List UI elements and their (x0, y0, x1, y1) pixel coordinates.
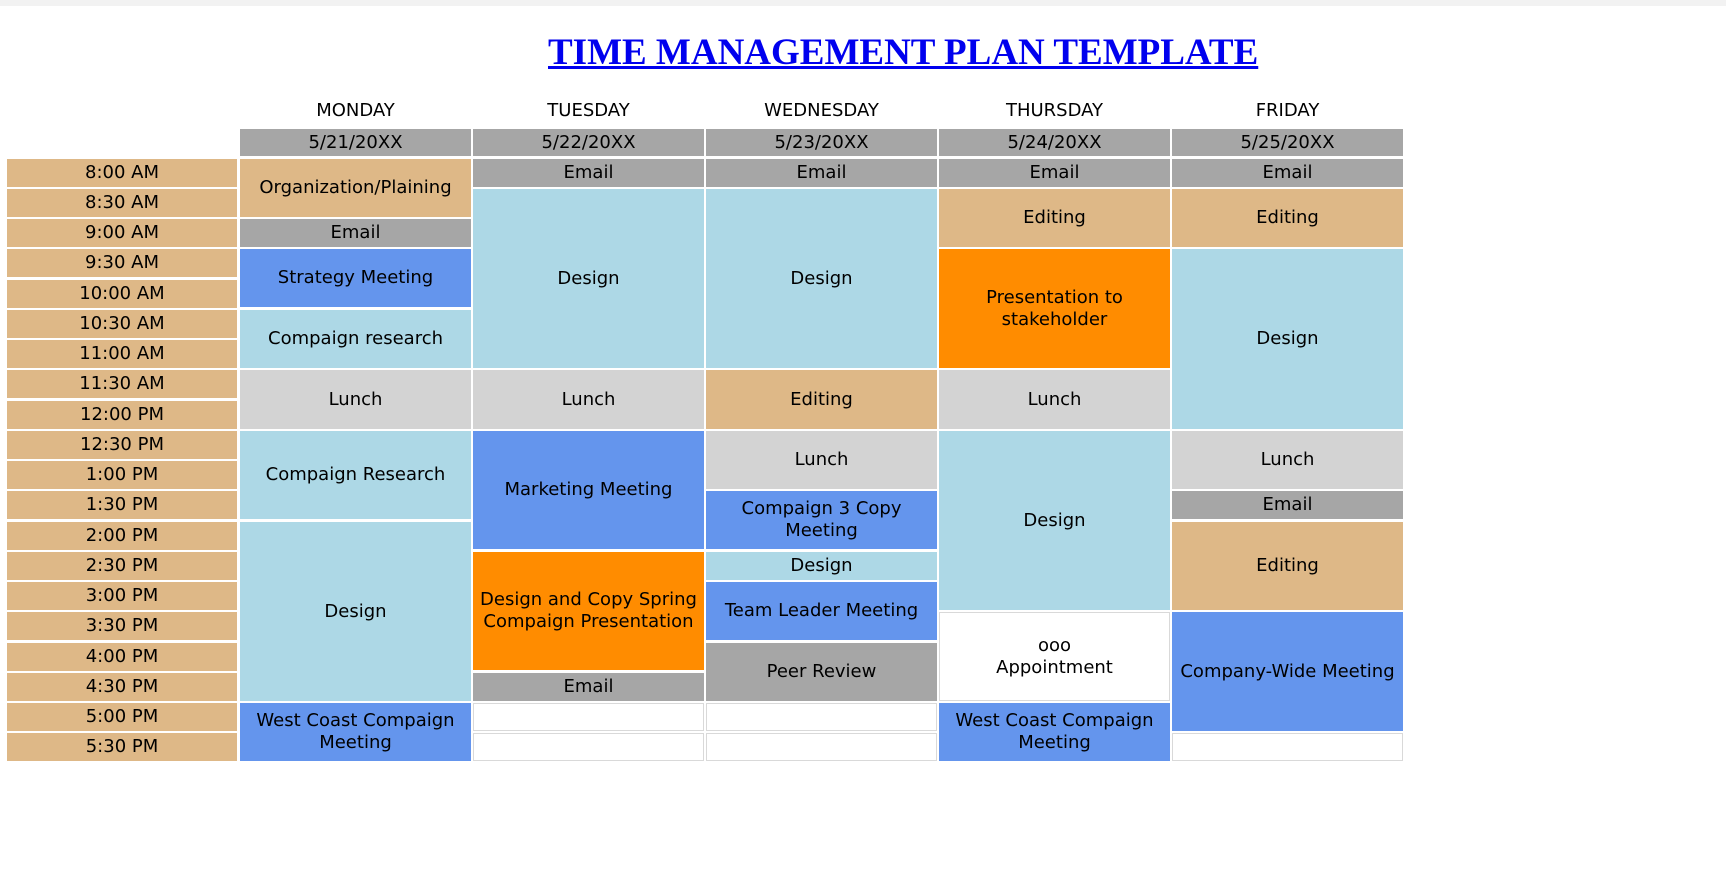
event-lunch[interactable]: Lunch (473, 370, 704, 429)
time-slot[interactable]: 8:30 AM (7, 189, 237, 217)
event-presentation-stakeholder[interactable]: Presentation to stakeholder (939, 249, 1170, 368)
date-tuesday[interactable]: 5/22/20XX (473, 129, 704, 156)
event-design[interactable]: Design (706, 189, 937, 368)
time-slot[interactable]: 9:00 AM (7, 219, 237, 247)
event-design[interactable]: Design (473, 189, 704, 368)
day-header-wednesday: WEDNESDAY (764, 100, 879, 121)
empty-slot[interactable] (1172, 733, 1403, 761)
day-header-thursday: THURSDAY (1005, 100, 1104, 121)
event-editing[interactable]: Editing (706, 370, 937, 429)
date-monday[interactable]: 5/21/20XX (240, 129, 471, 156)
event-lunch[interactable]: Lunch (706, 431, 937, 489)
event-campaign-research[interactable]: Compaign Research (240, 431, 471, 519)
event-editing[interactable]: Editing (1172, 522, 1403, 610)
time-slot[interactable]: 11:30 AM (7, 370, 237, 398)
event-design[interactable]: Design (706, 552, 937, 580)
time-slot[interactable]: 4:30 PM (7, 673, 237, 701)
event-lunch[interactable]: Lunch (240, 370, 471, 429)
event-marketing-meeting[interactable]: Marketing Meeting (473, 431, 704, 549)
event-email[interactable]: Email (939, 159, 1170, 187)
empty-slot[interactable] (473, 703, 704, 731)
time-slot[interactable]: 3:30 PM (7, 612, 237, 640)
event-email[interactable]: Email (1172, 159, 1403, 187)
date-friday[interactable]: 5/25/20XX (1172, 129, 1403, 156)
event-design[interactable]: Design (240, 522, 471, 701)
day-header-friday: FRIDAY (1255, 100, 1320, 121)
event-ooo-appointment[interactable]: ooo Appointment (939, 612, 1170, 701)
event-team-leader-meeting[interactable]: Team Leader Meeting (706, 582, 937, 640)
time-slot[interactable]: 4:00 PM (7, 643, 237, 671)
event-design[interactable]: Design (1172, 249, 1403, 429)
time-slot[interactable]: 9:30 AM (7, 249, 237, 277)
time-slot[interactable]: 10:30 AM (7, 310, 237, 338)
time-slot[interactable]: 12:00 PM (7, 401, 237, 429)
event-editing[interactable]: Editing (1172, 189, 1403, 247)
time-slot[interactable]: 12:30 PM (7, 431, 237, 459)
event-lunch[interactable]: Lunch (939, 370, 1170, 429)
empty-slot[interactable] (473, 733, 704, 761)
time-slot[interactable]: 2:30 PM (7, 552, 237, 580)
event-organization-planning[interactable]: Organization/Plaining (240, 159, 471, 217)
time-slot[interactable]: 5:00 PM (7, 703, 237, 731)
event-editing[interactable]: Editing (939, 189, 1170, 247)
event-design[interactable]: Design (939, 431, 1170, 610)
event-design-copy-presentation[interactable]: Design and Copy Spring Compaign Presenta… (473, 552, 704, 670)
time-slot[interactable]: 2:00 PM (7, 522, 237, 550)
date-wednesday[interactable]: 5/23/20XX (706, 129, 937, 156)
event-campaign-copy-meeting[interactable]: Compaign 3 Copy Meeting (706, 491, 937, 549)
time-slot[interactable]: 3:00 PM (7, 582, 237, 610)
time-slot[interactable]: 11:00 AM (7, 340, 237, 368)
event-lunch[interactable]: Lunch (1172, 431, 1403, 489)
empty-slot[interactable] (706, 733, 937, 761)
event-email[interactable]: Email (1172, 491, 1403, 519)
time-slot[interactable]: 1:00 PM (7, 461, 237, 489)
event-peer-review[interactable]: Peer Review (706, 643, 937, 701)
event-west-coast-campaign-meeting[interactable]: West Coast Compaign Meeting (939, 703, 1170, 761)
top-bar (0, 0, 1726, 6)
time-slot[interactable]: 5:30 PM (7, 733, 237, 761)
day-header-tuesday: TUESDAY (547, 100, 630, 121)
page-title[interactable]: TIME MANAGEMENT PLAN TEMPLATE (548, 32, 1259, 73)
date-thursday[interactable]: 5/24/20XX (939, 129, 1170, 156)
time-slot[interactable]: 1:30 PM (7, 491, 237, 519)
empty-slot[interactable] (706, 703, 937, 731)
time-slot[interactable]: 10:00 AM (7, 280, 237, 308)
event-email[interactable]: Email (706, 159, 937, 187)
event-west-coast-campaign-meeting[interactable]: West Coast Compaign Meeting (240, 703, 471, 761)
day-header-monday: MONDAY (316, 100, 395, 121)
event-email[interactable]: Email (473, 673, 704, 701)
time-slot[interactable]: 8:00 AM (7, 159, 237, 187)
event-company-wide-meeting[interactable]: Company-Wide Meeting (1172, 612, 1403, 731)
event-email[interactable]: Email (240, 219, 471, 247)
event-campaign-research[interactable]: Compaign research (240, 310, 471, 368)
event-email[interactable]: Email (473, 159, 704, 187)
event-strategy-meeting[interactable]: Strategy Meeting (240, 249, 471, 307)
